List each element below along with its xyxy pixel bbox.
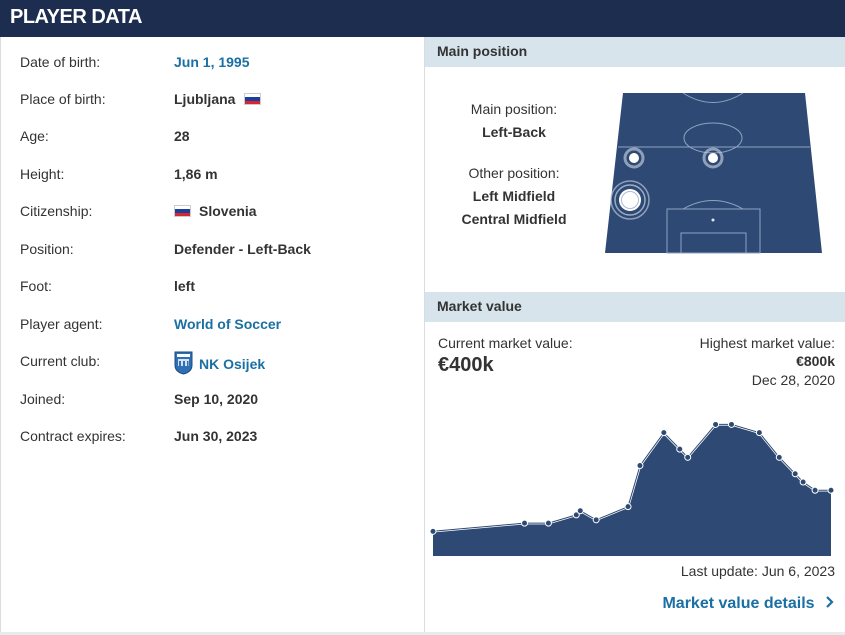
current-market-value: €400k — [438, 354, 494, 376]
market-value-header: Market value — [425, 292, 845, 322]
place-of-birth-value: Ljubljana — [174, 89, 262, 109]
slovenia-flag-icon — [244, 93, 262, 105]
market-value-point[interactable] — [429, 527, 437, 535]
market-value-point[interactable] — [684, 453, 692, 461]
other-position-value: Central Midfield — [461, 211, 567, 227]
row-foot: Foot: left — [1, 276, 421, 313]
market-value-point[interactable] — [660, 429, 668, 437]
row-contract-expires: Contract expires: Jun 30, 2023 — [1, 426, 421, 463]
main-position-header: Main position — [425, 37, 845, 67]
nk-osijek-crest-icon — [174, 351, 193, 375]
bottom-divider — [0, 632, 845, 635]
pitch-lines — [618, 92, 810, 254]
citizenship-value: Slovenia — [174, 201, 257, 221]
position-value: Defender - Left-Back — [174, 241, 311, 257]
market-value-point[interactable] — [827, 486, 835, 494]
pitch-surface — [605, 93, 822, 253]
contract-expires-value: Jun 30, 2023 — [174, 428, 258, 444]
label: Age: — [20, 128, 49, 144]
market-value-point[interactable] — [576, 507, 584, 515]
row-citizenship: Citizenship: Slovenia — [1, 201, 421, 238]
market-value-point[interactable] — [791, 470, 799, 478]
highest-market-value-label: Highest market value: — [699, 335, 835, 351]
row-height: Height: 1,86 m — [1, 164, 421, 201]
citizenship-text: Slovenia — [199, 203, 257, 219]
market-value-point[interactable] — [636, 462, 644, 470]
main-position-marker-lb — [610, 180, 650, 220]
joined-value: Sep 10, 2020 — [174, 391, 259, 407]
section-title: Market value — [437, 298, 522, 314]
label: Citizenship: — [20, 203, 93, 219]
chevron-right-icon — [826, 596, 834, 608]
label: Position: — [20, 241, 74, 257]
label: Player agent: — [20, 316, 103, 332]
label: Place of birth: — [20, 91, 106, 107]
current-club-text: NK Osijek — [199, 356, 266, 372]
market-value-point[interactable] — [592, 516, 600, 524]
label: Contract expires: — [20, 428, 126, 444]
market-value-point[interactable] — [712, 420, 720, 428]
row-position: Position: Defender - Left-Back — [1, 239, 421, 276]
market-value-details-link[interactable]: Market value details — [662, 595, 835, 613]
label: Date of birth: — [20, 54, 101, 70]
market-value-point[interactable] — [676, 445, 684, 453]
row-place-of-birth: Place of birth: Ljubljana — [1, 89, 421, 126]
main-position-value: Left-Back — [482, 124, 546, 140]
section-title: Main position — [437, 43, 528, 59]
place-of-birth-text: Ljubljana — [174, 91, 236, 107]
current-market-value-label: Current market value: — [438, 335, 573, 351]
main-position-label: Main position: — [470, 101, 558, 117]
market-value-point[interactable] — [544, 519, 552, 527]
label: Joined: — [20, 391, 66, 407]
player-agent-link[interactable]: World of Soccer — [174, 316, 282, 332]
highest-market-value: €800k — [796, 353, 835, 369]
slovenia-flag-icon — [174, 205, 191, 217]
details-link-text: Market value details — [662, 595, 815, 612]
position-pitch-diagram — [605, 92, 822, 254]
other-position-marker-cm — [702, 147, 724, 169]
last-update-text: Last update: Jun 6, 2023 — [680, 563, 835, 579]
age-value: 28 — [174, 128, 190, 144]
row-age: Age: 28 — [1, 126, 421, 163]
label: Current club: — [20, 353, 101, 369]
market-value-point[interactable] — [521, 519, 529, 527]
row-date-of-birth: Date of birth: Jun 1, 1995 — [1, 52, 421, 89]
height-value: 1,86 m — [174, 166, 218, 182]
main-position-block: Main position: Left-Back — [440, 98, 588, 144]
market-value-points — [429, 420, 835, 535]
foot-value: left — [174, 278, 195, 294]
right-panel: Main position Main position: Left-Back O… — [425, 37, 845, 632]
market-value-point[interactable] — [728, 420, 735, 428]
market-value-point[interactable] — [799, 478, 807, 486]
other-position-block: Other position: Left Midfield Central Mi… — [440, 162, 588, 231]
player-data-header: PLAYER DATA — [0, 0, 845, 37]
row-current-club: Current club: NK Osijek — [1, 351, 421, 388]
player-info-panel: Date of birth: Jun 1, 1995 Place of birt… — [0, 37, 425, 632]
market-value-point[interactable] — [811, 486, 819, 494]
date-of-birth-link[interactable]: Jun 1, 1995 — [174, 54, 250, 70]
header-title: PLAYER DATA — [10, 6, 142, 28]
highest-market-value-date: Dec 28, 2020 — [751, 372, 835, 388]
current-club-link[interactable]: NK Osijek — [174, 351, 265, 375]
market-value-point[interactable] — [624, 503, 632, 511]
row-joined: Joined: Sep 10, 2020 — [1, 389, 421, 426]
other-position-value: Left Midfield — [472, 188, 556, 204]
penalty-spot — [711, 218, 715, 222]
other-position-label: Other position: — [468, 165, 560, 181]
market-value-point[interactable] — [775, 453, 783, 461]
row-player-agent: Player agent: World of Soccer — [1, 314, 421, 351]
market-value-chart[interactable] — [425, 402, 845, 562]
market-value-point[interactable] — [755, 429, 763, 437]
market-value-point[interactable] — [572, 511, 580, 519]
other-position-marker-lm — [623, 147, 645, 169]
label: Height: — [20, 166, 65, 182]
label: Foot: — [20, 278, 52, 294]
